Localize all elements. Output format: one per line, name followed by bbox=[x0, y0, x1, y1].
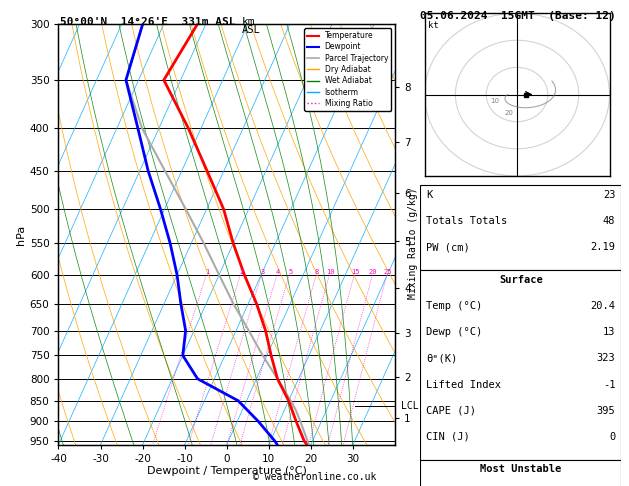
Text: 15: 15 bbox=[351, 269, 359, 275]
Text: 25: 25 bbox=[383, 269, 392, 275]
Text: 323: 323 bbox=[597, 353, 615, 364]
Text: km: km bbox=[242, 17, 255, 27]
Text: 20: 20 bbox=[369, 269, 377, 275]
Text: LCL: LCL bbox=[401, 401, 418, 411]
Text: Most Unstable: Most Unstable bbox=[480, 465, 562, 474]
Text: Mixing Ratio (g/kg): Mixing Ratio (g/kg) bbox=[408, 187, 418, 299]
Text: ASL: ASL bbox=[242, 25, 261, 35]
Text: 2.19: 2.19 bbox=[591, 242, 615, 252]
Bar bbox=[420, 460, 621, 486]
Text: 3: 3 bbox=[260, 269, 264, 275]
Text: Dewp (°C): Dewp (°C) bbox=[426, 327, 482, 337]
Text: 10: 10 bbox=[326, 269, 335, 275]
Text: 2: 2 bbox=[239, 269, 243, 275]
Text: Temp (°C): Temp (°C) bbox=[426, 301, 482, 311]
Text: 5: 5 bbox=[288, 269, 292, 275]
Text: K: K bbox=[426, 190, 433, 200]
Text: 23: 23 bbox=[603, 190, 615, 200]
Text: Lifted Index: Lifted Index bbox=[426, 380, 501, 390]
Text: PW (cm): PW (cm) bbox=[426, 242, 470, 252]
Text: 0: 0 bbox=[609, 432, 615, 442]
Text: CIN (J): CIN (J) bbox=[426, 432, 470, 442]
Text: 50°00'N  14°26'E  331m ASL: 50°00'N 14°26'E 331m ASL bbox=[60, 17, 235, 27]
Text: kt: kt bbox=[428, 21, 438, 30]
Text: 395: 395 bbox=[597, 406, 615, 416]
Bar bbox=[420, 270, 621, 460]
X-axis label: Dewpoint / Temperature (°C): Dewpoint / Temperature (°C) bbox=[147, 467, 307, 476]
Y-axis label: hPa: hPa bbox=[16, 225, 26, 244]
Text: -1: -1 bbox=[603, 380, 615, 390]
Text: CAPE (J): CAPE (J) bbox=[426, 406, 476, 416]
Text: 48: 48 bbox=[603, 216, 615, 226]
Text: 10: 10 bbox=[491, 99, 499, 104]
Text: 1: 1 bbox=[205, 269, 209, 275]
Text: θᵉ(K): θᵉ(K) bbox=[426, 353, 457, 364]
Text: 4: 4 bbox=[276, 269, 280, 275]
Bar bbox=[420, 185, 621, 270]
Text: Totals Totals: Totals Totals bbox=[426, 216, 508, 226]
Text: Surface: Surface bbox=[499, 275, 543, 285]
Text: 13: 13 bbox=[603, 327, 615, 337]
Text: 20: 20 bbox=[504, 110, 513, 116]
Text: © weatheronline.co.uk: © weatheronline.co.uk bbox=[253, 472, 376, 482]
Legend: Temperature, Dewpoint, Parcel Trajectory, Dry Adiabat, Wet Adiabat, Isotherm, Mi: Temperature, Dewpoint, Parcel Trajectory… bbox=[304, 28, 391, 111]
Text: 20.4: 20.4 bbox=[591, 301, 615, 311]
Text: 8: 8 bbox=[315, 269, 319, 275]
Text: 05.06.2024  15GMT  (Base: 12): 05.06.2024 15GMT (Base: 12) bbox=[420, 11, 616, 21]
